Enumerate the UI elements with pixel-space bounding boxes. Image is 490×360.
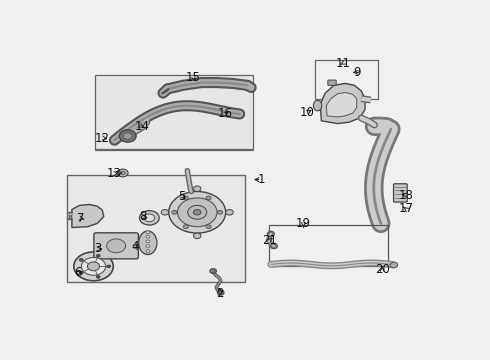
Circle shape <box>146 250 150 252</box>
Circle shape <box>206 225 211 229</box>
Circle shape <box>97 275 100 278</box>
Circle shape <box>120 171 125 175</box>
Text: 4: 4 <box>131 240 139 253</box>
FancyBboxPatch shape <box>393 184 407 202</box>
Circle shape <box>74 252 113 281</box>
Circle shape <box>218 210 222 214</box>
Text: 16: 16 <box>218 107 233 120</box>
Circle shape <box>183 225 189 229</box>
Circle shape <box>161 210 169 215</box>
Circle shape <box>177 198 217 227</box>
Bar <box>67 175 245 282</box>
Text: 20: 20 <box>375 264 390 276</box>
Text: 18: 18 <box>399 189 414 202</box>
Polygon shape <box>326 93 357 117</box>
Circle shape <box>183 196 189 200</box>
Circle shape <box>146 245 150 247</box>
Text: 19: 19 <box>296 217 311 230</box>
Circle shape <box>81 257 106 275</box>
Circle shape <box>194 210 201 215</box>
Circle shape <box>140 211 159 225</box>
Circle shape <box>172 210 177 214</box>
Text: 21: 21 <box>262 234 277 247</box>
Text: 11: 11 <box>336 57 350 69</box>
Circle shape <box>188 205 207 219</box>
Text: 7: 7 <box>77 212 85 225</box>
Text: 13: 13 <box>106 167 121 180</box>
Text: 3: 3 <box>95 242 102 255</box>
Text: 17: 17 <box>398 202 414 216</box>
Circle shape <box>390 262 398 268</box>
Text: 15: 15 <box>186 71 201 84</box>
Circle shape <box>146 235 150 238</box>
Circle shape <box>146 231 150 234</box>
Text: 9: 9 <box>354 66 361 79</box>
Text: 5: 5 <box>178 190 186 203</box>
Circle shape <box>206 196 211 200</box>
Polygon shape <box>320 84 365 123</box>
FancyBboxPatch shape <box>328 80 336 85</box>
Circle shape <box>194 186 201 192</box>
Text: 1: 1 <box>258 173 266 186</box>
Text: 12: 12 <box>95 131 110 144</box>
Circle shape <box>144 214 155 222</box>
Text: 10: 10 <box>300 106 315 119</box>
Ellipse shape <box>314 100 322 111</box>
Circle shape <box>87 262 99 271</box>
Circle shape <box>107 239 125 253</box>
Text: 6: 6 <box>74 266 82 279</box>
Circle shape <box>97 255 100 257</box>
Polygon shape <box>72 204 104 228</box>
Circle shape <box>107 265 111 268</box>
Circle shape <box>79 271 83 274</box>
Circle shape <box>146 240 150 243</box>
Bar <box>270 225 388 266</box>
Circle shape <box>120 130 136 142</box>
Text: 14: 14 <box>134 120 149 133</box>
Text: 8: 8 <box>139 210 147 223</box>
Circle shape <box>118 169 128 177</box>
Circle shape <box>194 233 201 239</box>
FancyBboxPatch shape <box>94 233 138 259</box>
Circle shape <box>169 192 226 233</box>
Circle shape <box>79 258 83 261</box>
Circle shape <box>123 133 132 139</box>
Circle shape <box>226 210 233 215</box>
Bar <box>315 60 378 99</box>
Polygon shape <box>96 75 253 150</box>
Text: 2: 2 <box>216 287 224 300</box>
Ellipse shape <box>139 231 157 255</box>
